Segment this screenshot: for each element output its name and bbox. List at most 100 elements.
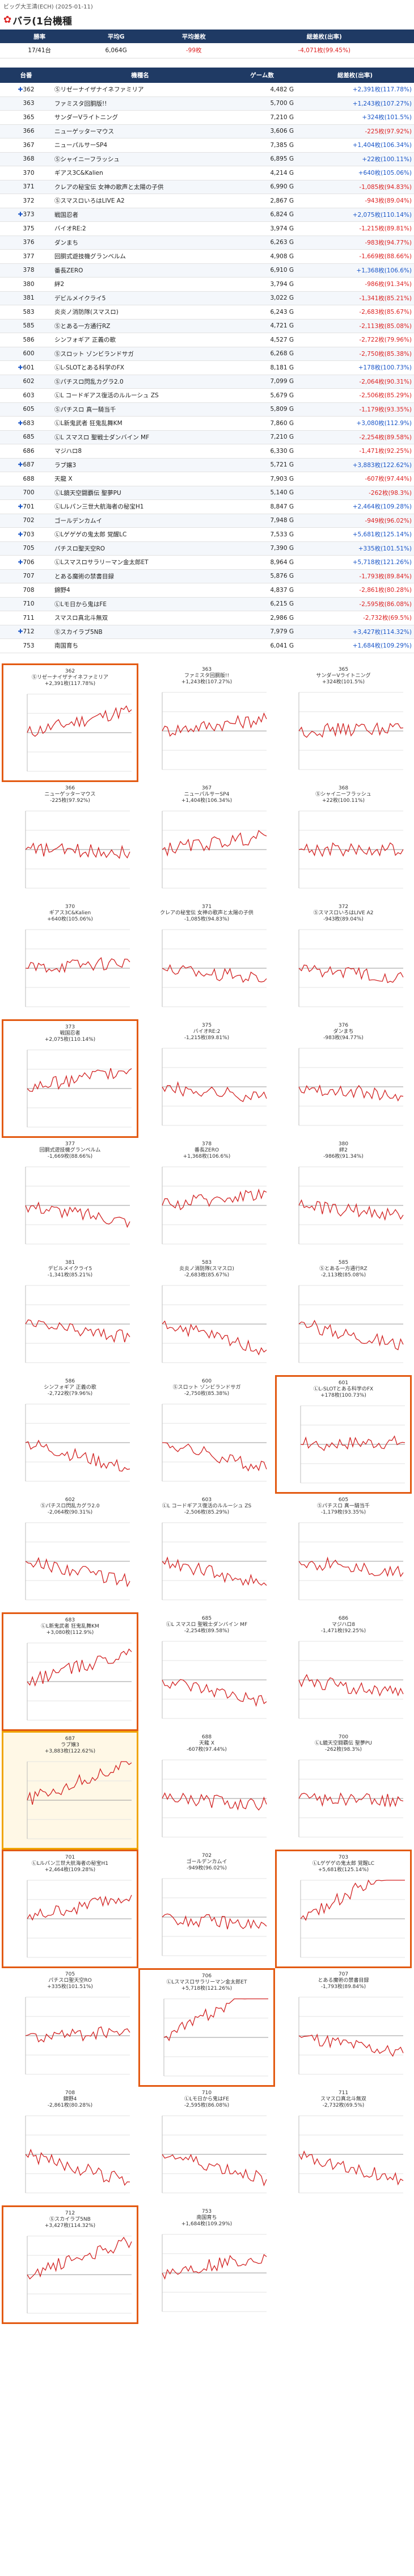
machine-graph-card[interactable]: 603 ⓁL コードギアス復活のルルーシュ ZS -2,506枚(85.29%): [138, 1494, 275, 1612]
machine-number[interactable]: 688: [0, 472, 52, 486]
machine-name[interactable]: とある魔術の禁書目録: [52, 569, 228, 583]
machine-number[interactable]: 583: [0, 305, 52, 320]
machine-number[interactable]: ✚683: [0, 416, 52, 431]
machine-number[interactable]: 711: [0, 611, 52, 625]
table-row[interactable]: 365 サンダーVライトニング 7,210 G +324枚(101.5%): [0, 110, 414, 125]
machine-number[interactable]: 376: [0, 236, 52, 250]
machine-graph-card[interactable]: 710 ⓁLモ日から鬼はFE -2,595枚(86.08%): [138, 2087, 275, 2205]
machine-graph-card[interactable]: 707 とある魔術の禁書目録 -1,793枚(89.84%): [275, 1968, 412, 2087]
table-row[interactable]: 377 回胴式遊技機グランベルム 4,908 G -1,669枚(88.66%): [0, 249, 414, 264]
machine-name[interactable]: ニューパルサーSP4: [52, 138, 228, 153]
machine-graph-card[interactable]: 585 Ⓢとある一方通行RZ -2,113枚(85.08%): [275, 1257, 412, 1375]
table-row[interactable]: 710 ⓁLモ日から鬼はFE 6,215 G -2,595枚(86.08%): [0, 597, 414, 611]
table-row[interactable]: 378 番長ZERO 6,910 G +1,368枚(106.6%): [0, 263, 414, 278]
table-row[interactable]: 602 Ⓢパチスロ閃乱カグラ2.0 7,099 G -2,064枚(90.31%): [0, 375, 414, 389]
machine-name[interactable]: 絆2: [52, 277, 228, 292]
table-row[interactable]: 707 とある魔術の禁書目録 5,876 G -1,793枚(89.84%): [0, 569, 414, 583]
machine-graph-card[interactable]: 705 パチスロ聖天空RO +335枚(101.51%): [2, 1968, 138, 2087]
machine-number[interactable]: 370: [0, 166, 52, 180]
machine-name[interactable]: マジハロ8: [52, 444, 228, 459]
machine-graph-card[interactable]: 373 戦国忍者 +2,075枚(110.14%): [2, 1019, 138, 1138]
column-header[interactable]: ゲーム数: [228, 67, 296, 83]
machine-graph-card[interactable]: 367 ニューパルサーSP4 +1,404枚(106.34%): [138, 782, 275, 901]
table-row[interactable]: ✚706 ⓁLスマスロサラリーマン金太郎ET 8,964 G +5,718枚(121.…: [0, 555, 414, 570]
table-row[interactable]: 381 デビルメイクライ5 3,022 G -1,341枚(85.21%): [0, 291, 414, 305]
machine-graph-card[interactable]: 372 ⓈスマスロいろはLIVE A2 -943枚(89.04%): [275, 901, 412, 1019]
machine-graph-card[interactable]: 708 錦野4 -2,861枚(80.28%): [2, 2087, 138, 2205]
table-row[interactable]: ✚687 ラブ嬢3 5,721 G +3,883枚(122.62%): [0, 458, 414, 472]
column-header[interactable]: 台番: [0, 67, 52, 83]
table-row[interactable]: ✚362 Ⓢリゼーナイザナイネファミリア 4,482 G +2,391枚(117.78…: [0, 82, 414, 97]
table-row[interactable]: 583 炎炎ノ消防隊(スマスロ) 6,243 G -2,683枚(85.67%): [0, 305, 414, 320]
table-row[interactable]: 711 スマスロ真北斗無双 2,986 G -2,732枚(69.5%): [0, 611, 414, 625]
machine-number[interactable]: ✚601: [0, 360, 52, 375]
table-row[interactable]: 685 ⓁL スマスロ 聖戦士ダンバイン MF 7,210 G -2,254枚(89.…: [0, 430, 414, 444]
machine-graph-card[interactable]: 365 サンダーVライトニング +324枚(101.5%): [275, 663, 412, 782]
machine-graph-card[interactable]: 377 回胴式遊技機グランベルム -1,669枚(88.66%): [2, 1138, 138, 1257]
table-row[interactable]: ✚601 ⓁL-SLOTとある科学のFX 8,181 G +178枚(100.73%): [0, 360, 414, 375]
machine-graph-card[interactable]: 700 ⓁL鏡天空闘覇伝 聖夢PU -262枚(98.3%): [275, 1731, 412, 1850]
machine-name[interactable]: ⓁL-SLOTとある科学のFX: [52, 360, 228, 375]
machine-name[interactable]: ⓁL新鬼武者 狂鬼乱舞KM: [52, 416, 228, 431]
machine-number[interactable]: 702: [0, 514, 52, 528]
machine-graph-card[interactable]: 583 炎炎ノ消防隊(スマスロ) -2,683枚(85.67%): [138, 1257, 275, 1375]
machine-number[interactable]: 585: [0, 319, 52, 333]
machine-name[interactable]: ⓁL コードギアス復活のルルーシュ ZS: [52, 388, 228, 403]
machine-name[interactable]: 天龍 X: [52, 472, 228, 486]
machine-name[interactable]: ⓈスマスロいろはLIVE A2: [52, 194, 228, 208]
machine-name[interactable]: デビルメイクライ5: [52, 291, 228, 305]
table-row[interactable]: 705 パチスロ聖天空RO 7,390 G +335枚(101.51%): [0, 541, 414, 556]
table-row[interactable]: 688 天龍 X 7,903 G -607枚(97.44%): [0, 472, 414, 486]
machine-name[interactable]: ラブ嬢3: [52, 458, 228, 472]
machine-name[interactable]: スマスロ真北斗無双: [52, 611, 228, 625]
machine-name[interactable]: ⓁL スマスロ 聖戦士ダンバイン MF: [52, 430, 228, 444]
table-row[interactable]: 702 ゴールデンカムイ 7,948 G -949枚(96.02%): [0, 514, 414, 528]
machine-name[interactable]: シンフォギア 正義の歌: [52, 333, 228, 347]
machine-graph-card[interactable]: 376 ダンまち -983枚(94.77%): [275, 1019, 412, 1138]
machine-name[interactable]: 炎炎ノ消防隊(スマスロ): [52, 305, 228, 320]
machine-number[interactable]: 700: [0, 486, 52, 500]
column-header[interactable]: 機種名: [52, 67, 228, 83]
machine-number[interactable]: 707: [0, 569, 52, 583]
machine-number[interactable]: 705: [0, 541, 52, 556]
machine-number[interactable]: ✚703: [0, 527, 52, 542]
machine-number[interactable]: 363: [0, 96, 52, 111]
machine-graph-card[interactable]: 363 ファミスタ回胴版!! +1,243枚(107.27%): [138, 663, 275, 782]
machine-name[interactable]: Ⓢリゼーナイザナイネファミリア: [52, 82, 228, 97]
table-row[interactable]: 586 シンフォギア 正義の歌 4,527 G -2,722枚(79.96%): [0, 333, 414, 347]
machine-name[interactable]: Ⓢパチスロ閃乱カグラ2.0: [52, 375, 228, 389]
table-row[interactable]: 585 Ⓢとある一方通行RZ 4,721 G -2,113枚(85.08%): [0, 319, 414, 333]
machine-number[interactable]: 371: [0, 180, 52, 194]
machine-name[interactable]: ⓁLゲゲゲの鬼太郎 覚醒LC: [52, 527, 228, 542]
table-row[interactable]: 376 ダンまち 6,263 G -983枚(94.77%): [0, 236, 414, 250]
machine-number[interactable]: 603: [0, 388, 52, 403]
machine-graph-card[interactable]: 601 ⓁL-SLOTとある科学のFX +178枚(100.73%): [275, 1375, 412, 1494]
machine-number[interactable]: 380: [0, 277, 52, 292]
machine-graph-card[interactable]: 362 Ⓢリゼーナイザナイネファミリア +2,391枚(117.78%): [2, 663, 138, 782]
machine-graph-card[interactable]: 380 絆2 -986枚(91.34%): [275, 1138, 412, 1257]
machine-graph-card[interactable]: 686 マジハロ8 -1,471枚(92.25%): [275, 1612, 412, 1731]
table-row[interactable]: 371 クレアの秘宝伝 女神の歌声と太陽の子供 6,990 G -1,085枚(94.…: [0, 180, 414, 194]
machine-number[interactable]: 366: [0, 124, 52, 138]
machine-graph-card[interactable]: 753 南国育ち +1,684枚(109.29%): [138, 2205, 275, 2324]
machine-graph-card[interactable]: 703 ⓁLゲゲゲの鬼太郎 覚醒LC +5,681枚(125.14%): [275, 1849, 412, 1968]
machine-number[interactable]: ✚712: [0, 625, 52, 639]
machine-graph-card[interactable]: 600 Ⓢスロット ゾンビランドサガ -2,750枚(85.38%): [138, 1375, 275, 1494]
machine-number[interactable]: 367: [0, 138, 52, 153]
machine-graph-card[interactable]: 685 ⓁL スマスロ 聖戦士ダンバイン MF -2,254枚(89.58%): [138, 1612, 275, 1731]
table-row[interactable]: 363 ファミスタ回胴版!! 5,700 G +1,243枚(107.27%): [0, 96, 414, 111]
machine-graph-card[interactable]: 683 ⓁL新鬼武者 狂鬼乱舞KM +3,080枚(112.9%): [2, 1612, 138, 1731]
machine-number[interactable]: 381: [0, 291, 52, 305]
table-row[interactable]: 753 南国育ち 6,041 G +1,684枚(109.29%): [0, 638, 414, 653]
machine-number[interactable]: 377: [0, 249, 52, 264]
machine-number[interactable]: 368: [0, 152, 52, 166]
machine-number[interactable]: 375: [0, 221, 52, 236]
machine-graph-card[interactable]: 381 デビルメイクライ5 -1,341枚(85.21%): [2, 1257, 138, 1375]
machine-graph-card[interactable]: 605 Ⓢパチスロ 真一騎当千 -1,179枚(93.35%): [275, 1494, 412, 1612]
machine-number[interactable]: 605: [0, 402, 52, 417]
machine-graph-card[interactable]: 375 バイオRE:2 -1,215枚(89.81%): [138, 1019, 275, 1138]
machine-name[interactable]: ギアス3C&Kalien: [52, 166, 228, 180]
machine-name[interactable]: 南国育ち: [52, 638, 228, 653]
machine-name[interactable]: Ⓢスロット ゾンビランドサガ: [52, 347, 228, 361]
table-row[interactable]: 686 マジハロ8 6,330 G -1,471枚(92.25%): [0, 444, 414, 459]
